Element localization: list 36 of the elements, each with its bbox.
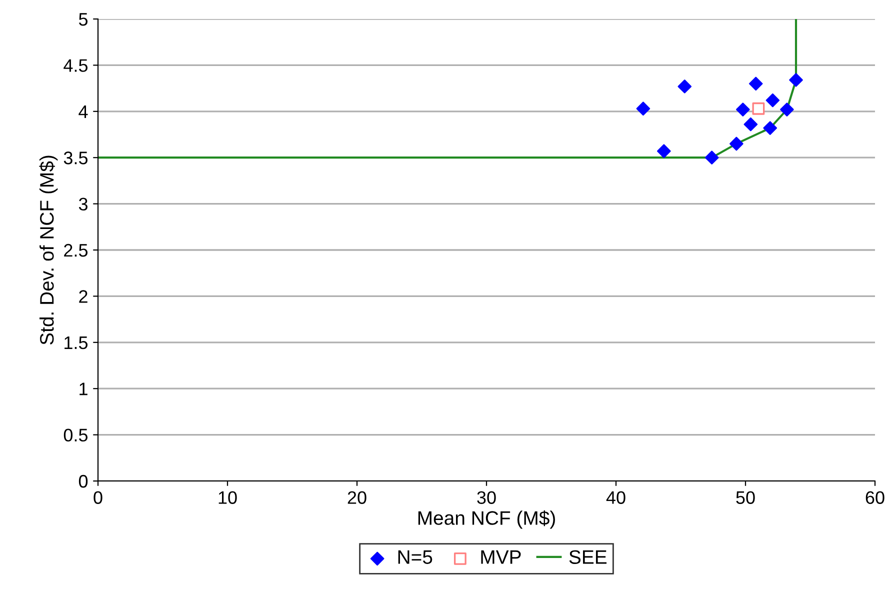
point: [736, 102, 750, 116]
y-tick-label: 0: [78, 474, 88, 488]
y-tick-label: 1.5: [64, 336, 88, 350]
x-tick-label: 30: [477, 491, 496, 504]
y-tick-label: 4.5: [64, 59, 88, 72]
legend-label: N=5: [398, 550, 432, 564]
x-tick-label: 20: [348, 491, 366, 504]
x-tick-label: 0: [94, 491, 102, 504]
point: [744, 117, 758, 132]
y-tick-label: 3.5: [64, 152, 88, 164]
point: [789, 73, 803, 87]
point: [704, 150, 719, 165]
y-tick-label: 0.5: [64, 428, 88, 442]
point: [766, 93, 780, 108]
point: [636, 102, 650, 116]
point: [752, 102, 765, 115]
y-tick-label: 2: [79, 290, 88, 303]
point: [678, 80, 692, 94]
point: [763, 121, 778, 135]
y-tick-label: 5: [78, 13, 88, 26]
legend-label: MVP: [481, 550, 521, 564]
legend-label: SEE: [569, 550, 607, 564]
x-tick-label: 50: [736, 491, 755, 504]
y-tick-label: 4: [78, 106, 88, 118]
x-axis-title: Mean NCF (M$): [418, 510, 555, 529]
x-tick-label: 40: [606, 491, 626, 504]
y-tick-label: 3: [78, 198, 88, 211]
point: [780, 102, 794, 116]
y-tick-label: 1: [80, 382, 88, 396]
point: [730, 136, 744, 151]
x-tick-label: 10: [218, 491, 237, 504]
x-tick-label: 60: [866, 491, 884, 504]
y-axis-title: Std. Dev. of NCF (M$): [39, 156, 58, 345]
point: [748, 76, 763, 91]
point: [657, 144, 671, 158]
y-tick-label: 2.5: [64, 244, 88, 257]
